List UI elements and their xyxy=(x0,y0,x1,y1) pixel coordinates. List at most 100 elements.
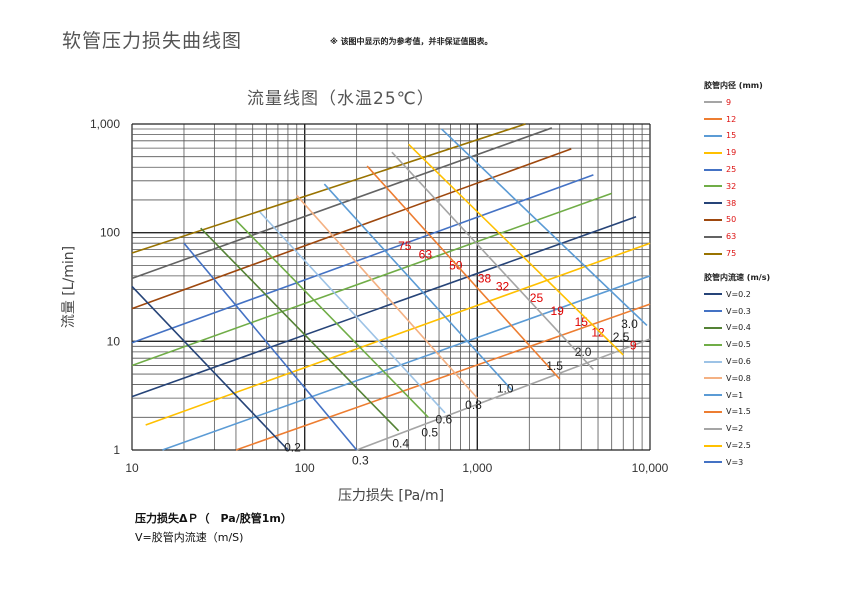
hose-legend-item: 32 xyxy=(704,178,763,195)
y-tick-label: 100 xyxy=(100,226,120,240)
velocity-legend-item: V=0.2 xyxy=(704,286,770,303)
velocity-legend-label: V=0.4 xyxy=(726,323,751,333)
footer-velocity-note: V=胶管内流速（m/S) xyxy=(135,531,244,544)
velocity-legend: 胶管内流速 (m/s) V=0.2 V=0.3 V=0.4 V=0.5 V=0.6 V=0… xyxy=(704,272,770,471)
hose-legend-swatch xyxy=(704,218,722,221)
footer-pressure-note: 压力损失ΔＰ（ Pa/胶管1m） xyxy=(135,512,292,525)
x-tick-label: 100 xyxy=(295,461,315,475)
velocity-label-0-8: 0.8 xyxy=(465,398,482,412)
velocity-label-0-4: 0.4 xyxy=(392,436,409,450)
velocity-label-0-6: 0.6 xyxy=(436,413,453,427)
hose-diameter-legend: 胶管内径 (mm) 9 12 15 19 25 32 38 50 63 75 xyxy=(704,80,763,262)
velocity-legend-label: V=0.3 xyxy=(726,306,751,316)
velocity-label-2-5: 2.5 xyxy=(613,330,630,344)
velocity-legend-label: V=2 xyxy=(726,424,744,434)
y-axis-label: 流量 [L/min] xyxy=(61,246,77,328)
x-axis-label: 压力损失 [Pa/m] xyxy=(338,488,444,504)
velocity-label-1-0: 1.0 xyxy=(497,381,514,395)
hose-line-38 xyxy=(131,216,637,398)
y-tick-label: 1 xyxy=(113,443,120,457)
velocity-legend-label: V=0.6 xyxy=(726,357,751,367)
velocity-legend-label: V=0.8 xyxy=(726,373,751,383)
velocity-legend-label: V=3 xyxy=(726,457,744,467)
x-tick-label: 10 xyxy=(125,461,139,475)
hose-line-19 xyxy=(145,242,651,426)
hose-legend-label: 50 xyxy=(726,215,737,225)
hose-label-9: 9 xyxy=(630,338,637,352)
hose-legend-swatch xyxy=(704,151,722,154)
velocity-legend-swatch xyxy=(704,377,722,380)
velocity-legend-item: V=1.5 xyxy=(704,404,770,421)
hose-line-25 xyxy=(131,174,594,344)
hose-label-32: 32 xyxy=(496,279,510,293)
x-tick-label: 1,000 xyxy=(462,461,492,475)
hose-legend-item: 75 xyxy=(704,245,763,262)
velocity-legend-swatch xyxy=(704,310,722,313)
velocity-line-2-5 xyxy=(408,143,624,356)
hose-legend-swatch xyxy=(704,134,722,137)
velocity-legend-swatch xyxy=(704,293,722,296)
velocity-legend-swatch xyxy=(704,427,722,430)
hose-legend-label: 19 xyxy=(726,148,737,158)
hose-legend-swatch xyxy=(704,101,722,104)
hose-legend-item: 50 xyxy=(704,212,763,229)
velocity-legend-item: V=2 xyxy=(704,420,770,437)
hose-line-15 xyxy=(162,275,651,451)
velocity-line-0-8 xyxy=(296,194,478,399)
hose-legend-swatch xyxy=(704,118,722,121)
hose-legend-swatch xyxy=(704,235,722,238)
hose-legend-label: 38 xyxy=(726,198,737,208)
velocity-legend-swatch xyxy=(704,461,722,464)
velocity-legend-label: V=0.2 xyxy=(726,289,751,299)
x-tick-label: 10,000 xyxy=(632,461,669,475)
hose-legend-label: 32 xyxy=(726,181,737,191)
velocity-legend-swatch xyxy=(704,444,722,447)
velocity-label-3-0: 3.0 xyxy=(621,317,638,331)
velocity-legend-item: V=2.5 xyxy=(704,437,770,454)
velocity-label-2-0: 2.0 xyxy=(575,345,592,359)
hose-legend-label: 12 xyxy=(726,114,737,124)
velocity-legend-swatch xyxy=(704,360,722,363)
hose-label-63: 63 xyxy=(419,247,433,261)
velocity-line-0-4 xyxy=(200,227,400,432)
disclaimer-note: ※ 该图中显示的为参考值，并非保证值图表。 xyxy=(330,37,493,46)
hose-label-38: 38 xyxy=(478,271,492,285)
velocity-legend-item: V=0.3 xyxy=(704,303,770,320)
hose-label-25: 25 xyxy=(530,291,544,305)
hose-legend-item: 12 xyxy=(704,111,763,128)
hose-legend-swatch xyxy=(704,252,722,255)
velocity-legend-item: V=3 xyxy=(704,454,770,471)
hose-legend-item: 38 xyxy=(704,195,763,212)
hose-label-15: 15 xyxy=(575,315,589,329)
hose-legend-swatch xyxy=(704,202,722,205)
velocity-legend-swatch xyxy=(704,343,722,346)
velocity-line-0-3 xyxy=(183,242,358,451)
hose-legend-item: 15 xyxy=(704,128,763,145)
velocity-line-0-5 xyxy=(235,219,429,418)
hose-legend-item: 63 xyxy=(704,228,763,245)
velocity-legend-label: V=0.5 xyxy=(726,340,751,350)
velocity-line-3-0 xyxy=(440,128,648,327)
hose-legend-swatch xyxy=(704,185,722,188)
velocity-legend-item: V=1 xyxy=(704,387,770,404)
hose-legend-label: 9 xyxy=(726,97,732,107)
velocity-legend-item: V=0.6 xyxy=(704,353,770,370)
velocity-legend-item: V=0.8 xyxy=(704,370,770,387)
velocity-label-1-5: 1.5 xyxy=(546,359,563,373)
y-tick-label: 10 xyxy=(107,334,121,348)
hose-legend-label: 15 xyxy=(726,131,737,141)
velocity-legend-label: V=1.5 xyxy=(726,407,751,417)
page-title: 软管压力损失曲线图 xyxy=(62,30,243,52)
velocity-line-1-5 xyxy=(366,165,561,380)
velocity-legend-title: 胶管内流速 (m/s) xyxy=(704,273,771,282)
hose-legend-swatch xyxy=(704,168,722,171)
hose-line-9 xyxy=(356,338,651,451)
hose-legend-item: 25 xyxy=(704,161,763,178)
hose-legend-title: 胶管内径 (mm) xyxy=(704,81,763,90)
hose-line-50 xyxy=(131,148,572,310)
hose-label-19: 19 xyxy=(550,304,564,318)
velocity-legend-swatch xyxy=(704,326,722,329)
velocity-legend-item: V=0.4 xyxy=(704,320,770,337)
chart-title: 流量线图（水温25℃） xyxy=(247,89,435,109)
